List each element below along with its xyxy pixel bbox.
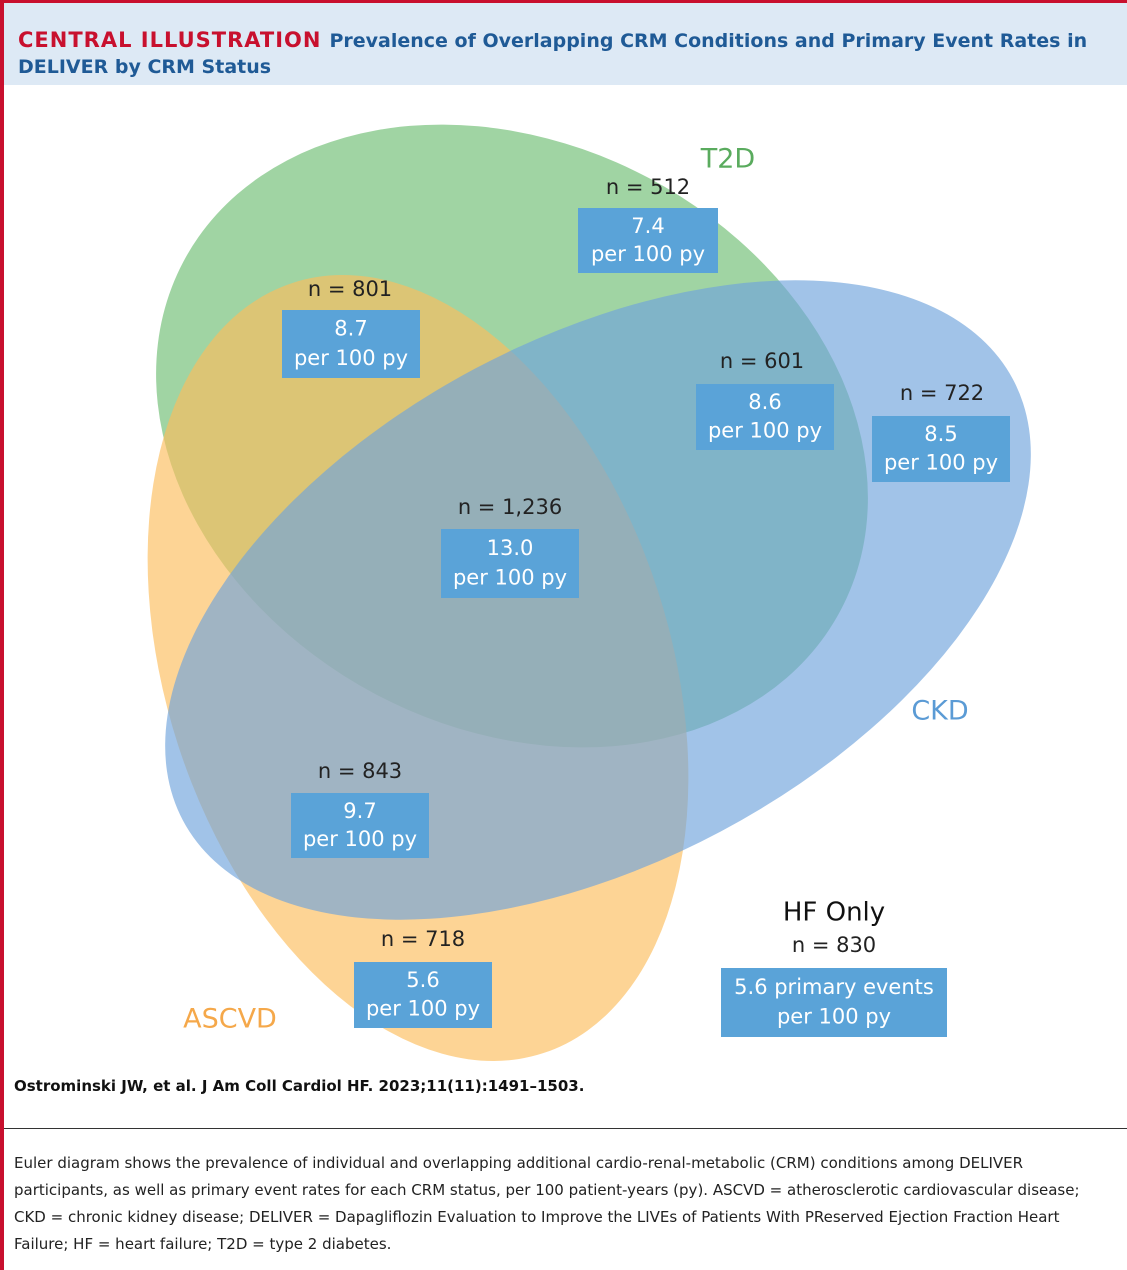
rate-box — [872, 416, 1010, 482]
rate: 9.7 — [343, 799, 376, 823]
rate-box — [721, 968, 947, 1037]
hf-only-count: n = 830 — [792, 933, 876, 957]
border-left — [0, 0, 4, 1270]
rate: 7.4 — [631, 214, 664, 238]
region-count: n = 722 — [900, 381, 984, 405]
set-label: T2D — [700, 144, 755, 175]
region-count: n = 601 — [720, 349, 804, 373]
rate-unit: per 100 py — [591, 242, 705, 266]
rate-box — [282, 310, 420, 378]
rate-unit: per 100 py — [366, 997, 480, 1021]
border-top — [0, 0, 1127, 3]
set-label: ASCVD — [183, 1004, 277, 1035]
rate: 8.7 — [334, 317, 367, 341]
region-count: n = 718 — [381, 927, 465, 951]
set-label: CKD — [911, 696, 968, 727]
rate-box — [441, 529, 579, 598]
euler-diagram: T2D CKD ASCVD n = 512 7.4 per 100 py n = 801 8.… — [147, 124, 1031, 1061]
rate: 13.0 — [487, 536, 534, 560]
rate-box — [291, 793, 429, 858]
rate: 5.6 primary events — [734, 975, 934, 999]
rate-unit: per 100 py — [453, 566, 567, 590]
caption: Euler diagram shows the prevalence of in… — [14, 1154, 1080, 1253]
header-label: CENTRAL ILLUSTRATION — [18, 28, 322, 52]
citation: Ostrominski JW, et al. J Am Coll Cardiol… — [14, 1077, 585, 1095]
region-count: n = 512 — [606, 175, 690, 199]
hf-only-label: HF Only — [783, 898, 885, 928]
header-title: Prevalence of Overlapping CRM Conditions… — [18, 30, 1088, 78]
region-count: n = 843 — [318, 759, 402, 783]
rate-unit: per 100 py — [303, 827, 417, 851]
rate-unit: per 100 py — [708, 419, 822, 443]
region-count: n = 1,236 — [458, 495, 562, 519]
rate-unit: per 100 py — [884, 451, 998, 475]
region-count: n = 801 — [308, 277, 392, 301]
rate-box — [354, 962, 492, 1028]
rate-unit: per 100 py — [294, 346, 408, 370]
header: CENTRAL ILLUSTRATION Prevalence of Overla… — [4, 3, 1127, 85]
rate-unit: per 100 py — [777, 1005, 891, 1029]
separator — [4, 1128, 1127, 1129]
rate: 8.6 — [748, 390, 781, 414]
rate: 5.6 — [406, 968, 439, 992]
rate-box — [578, 208, 718, 273]
rate: 8.5 — [924, 422, 957, 446]
rate-box — [696, 384, 834, 450]
